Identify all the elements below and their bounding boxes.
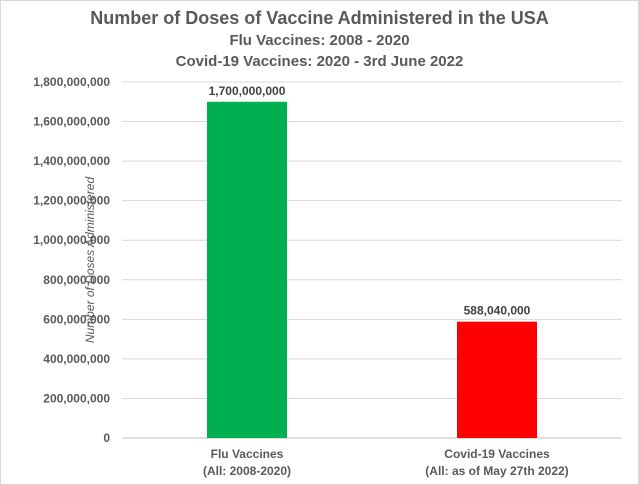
- x-tick-label: Covid-19 Vaccines: [444, 447, 550, 461]
- y-tick-label: 1,400,000,000: [33, 154, 110, 168]
- chart-title-block: Number of Doses of Vaccine Administered …: [0, 6, 639, 72]
- x-tick-label: Flu Vaccines: [211, 447, 284, 461]
- y-tick-label: 0: [103, 431, 110, 445]
- y-tick-label: 800,000,000: [43, 273, 110, 287]
- x-tick-label: (All: as of May 27th 2022): [425, 464, 568, 478]
- y-tick-label: 1,200,000,000: [33, 194, 110, 208]
- y-tick-label: 400,000,000: [43, 352, 110, 366]
- bar: [457, 321, 537, 438]
- bar-data-label: 588,040,000: [464, 304, 531, 318]
- bar: [207, 101, 287, 439]
- y-tick-label: 1,600,000,000: [33, 115, 110, 129]
- y-tick-label: 1,000,000,000: [33, 233, 110, 247]
- chart-subtitle-covid: Covid-19 Vaccines: 2020 - 3rd June 2022: [175, 53, 464, 70]
- chart-title: Number of Doses of Vaccine Administered …: [90, 8, 549, 28]
- x-tick-label: (All: 2008-2020): [203, 464, 291, 478]
- y-tick-label: 600,000,000: [43, 312, 110, 326]
- chart-subtitle-flu: Flu Vaccines: 2008 - 2020: [229, 32, 410, 49]
- bar-data-label: 1,700,000,000: [209, 84, 286, 98]
- y-tick-label: 200,000,000: [43, 391, 110, 405]
- y-tick-label: 1,800,000,000: [33, 75, 110, 89]
